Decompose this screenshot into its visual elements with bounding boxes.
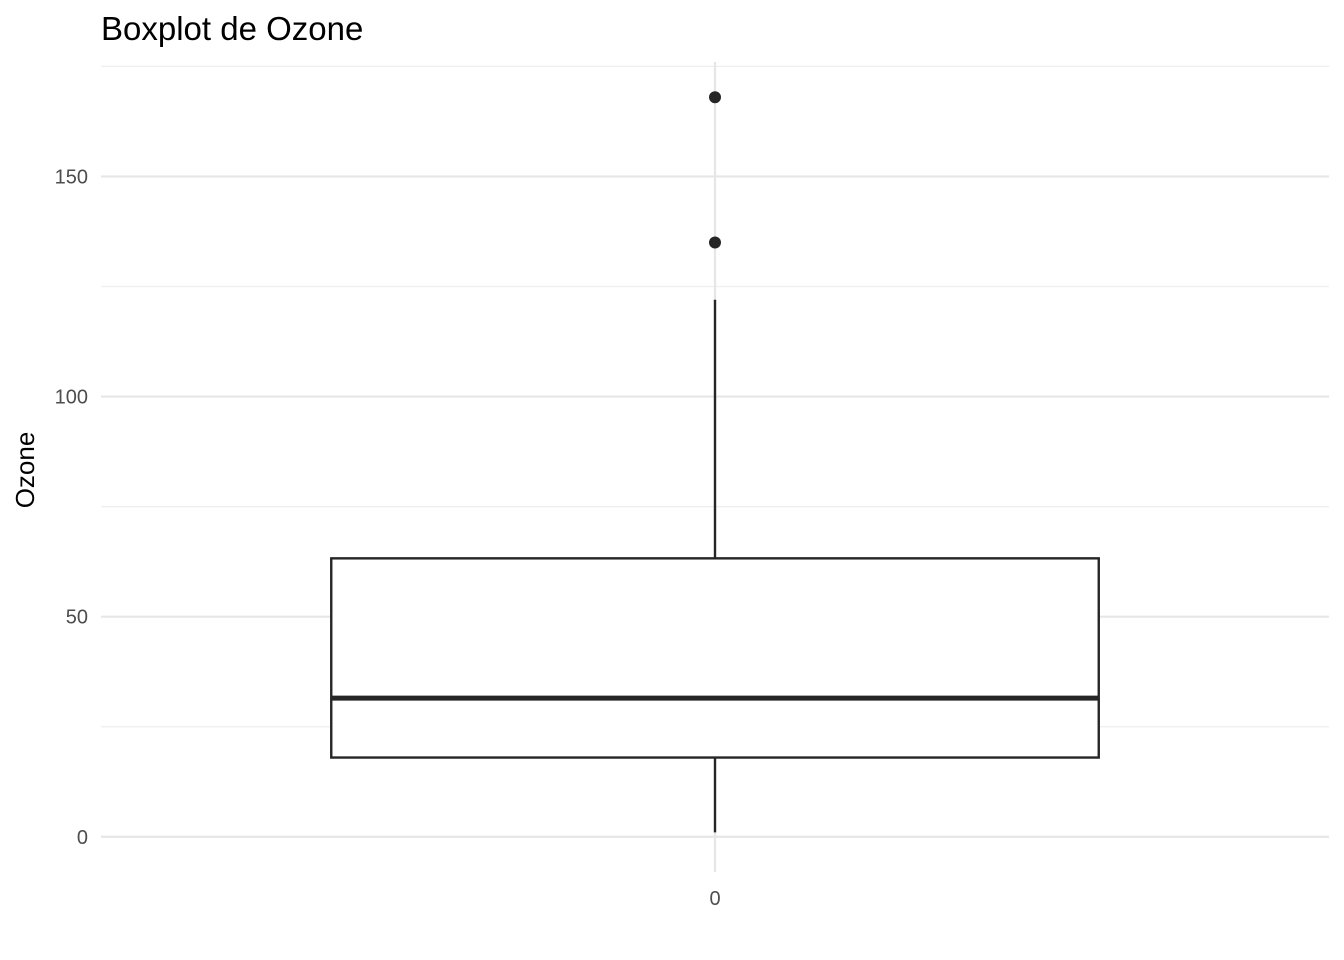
x-tick-label: 0 bbox=[709, 888, 720, 910]
y-tick-label: 50 bbox=[66, 607, 88, 629]
y-tick-label: 150 bbox=[55, 166, 88, 188]
y-axis-tick-labels: 0 50 100 150 bbox=[55, 166, 88, 848]
y-tick-label: 100 bbox=[55, 387, 88, 409]
outlier-point bbox=[709, 91, 721, 104]
chart-title: Boxplot de Ozone bbox=[101, 10, 363, 47]
outlier-point bbox=[709, 236, 721, 249]
y-tick-label: 0 bbox=[77, 827, 88, 849]
x-axis-tick-labels: 0 bbox=[709, 888, 720, 910]
box-iqr bbox=[330, 557, 1100, 759]
box-layer bbox=[330, 91, 1100, 833]
y-axis-title: Ozone bbox=[10, 432, 40, 509]
